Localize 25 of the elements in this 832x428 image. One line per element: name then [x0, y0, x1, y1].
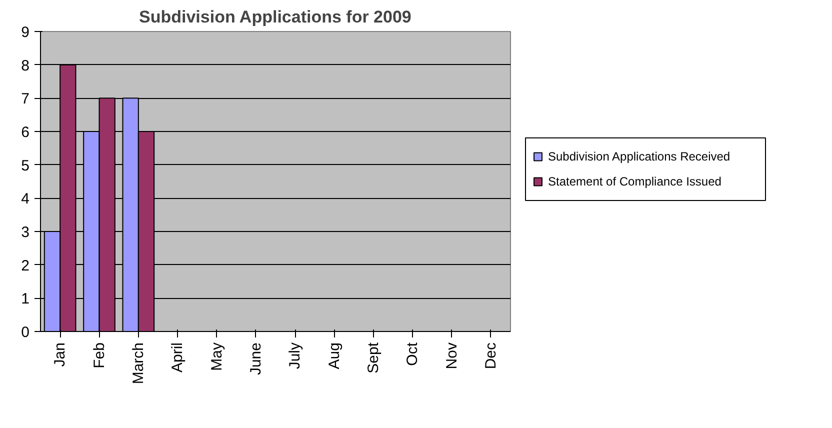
y-tick-label: 3: [21, 224, 30, 241]
x-tick-label: March: [130, 342, 147, 384]
x-tick-label: Nov: [443, 342, 460, 370]
y-tick-label: 9: [21, 24, 30, 41]
y-tick-label: 1: [21, 290, 30, 308]
x-tick-label: July: [286, 342, 304, 370]
x-tick-label: April: [169, 342, 186, 373]
chart-title: Subdivision Applications for 2009: [139, 8, 412, 26]
y-tick-label: 4: [21, 190, 30, 208]
y-tick-label: 7: [21, 90, 30, 108]
x-tick-label: Aug: [326, 342, 343, 370]
x-tick-label: Feb: [90, 342, 108, 368]
x-tick-label: May: [208, 342, 226, 371]
x-tick-label: Sept: [364, 342, 382, 374]
y-tick-label: 8: [21, 57, 30, 74]
legend-label: Subdivision Applications Received: [548, 150, 730, 164]
legend-label: Statement of Compliance Issued: [548, 174, 722, 189]
y-tick-label: 5: [21, 157, 30, 174]
y-tick-label: 0: [21, 324, 30, 341]
y-tick-label: 2: [21, 257, 30, 274]
x-tick-label: Dec: [482, 342, 500, 370]
x-tick-label: June: [247, 342, 264, 376]
x-tick-label: Oct: [404, 342, 422, 366]
x-tick-label: Jan: [52, 342, 69, 367]
y-tick-label: 6: [21, 124, 30, 141]
